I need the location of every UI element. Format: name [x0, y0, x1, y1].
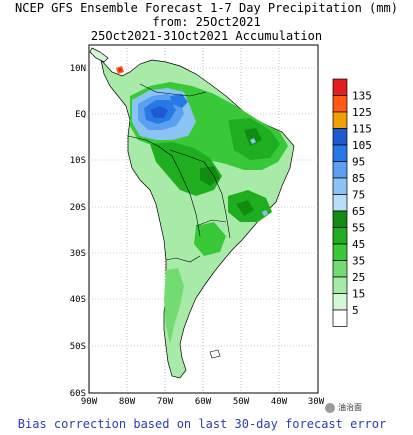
legend-swatch: [332, 293, 348, 311]
amazon-heavy-rain-west: [150, 142, 222, 196]
legend-label: 125: [352, 106, 372, 119]
lon-label: 50W: [233, 397, 250, 407]
legend-label: 85: [352, 172, 365, 185]
legend-swatch: [332, 227, 348, 245]
light-blue-speck-1: [250, 138, 256, 144]
title-line-2: from: 25Oct2021: [152, 15, 261, 29]
legend-swatch: [332, 243, 348, 261]
legend-colorbar: 135 125 115 105 95 85 75 65 55 45 35 25 15 5: [332, 78, 372, 327]
watermark: 油治面: [325, 402, 362, 413]
legend-swatch: [332, 194, 348, 212]
title-line-3: 25Oct2021-31Oct2021 Accumulation: [90, 29, 323, 43]
longitude-labels: 90W 80W 70W 60W 50W 40W 30W: [81, 397, 325, 407]
western-amazon-rain-dark-blue: [150, 106, 168, 118]
legend-label: 55: [352, 222, 365, 235]
country-borders: [127, 83, 231, 263]
legend-label: 115: [352, 123, 372, 136]
western-amazon-rain-blue-2: [170, 94, 188, 108]
legend-swatch: [332, 309, 348, 327]
latitude-labels: 10N EQ 10S 20S 30S 40S 50S 60S: [70, 64, 86, 399]
legend-swatch: [332, 260, 348, 278]
lat-label: 30S: [70, 249, 86, 259]
patagonia-light-rain: [164, 268, 184, 344]
lon-label: 60W: [195, 397, 212, 407]
title-line-1: NCEP GFS Ensemble Forecast 1-7 Day Preci…: [15, 1, 398, 15]
legend-swatch: [332, 210, 348, 228]
legend-label: 15: [352, 288, 365, 301]
legend-label: 75: [352, 189, 365, 202]
lat-label: EQ: [75, 110, 86, 120]
lat-label: 40S: [70, 295, 86, 305]
central-america: [89, 47, 109, 63]
darkest-green-spot-2: [244, 128, 262, 146]
legend-label: 105: [352, 139, 372, 152]
lon-label: 90W: [81, 397, 98, 407]
lon-label: 70W: [157, 397, 174, 407]
lat-label: 10N: [70, 64, 86, 74]
colombia-coast-hotspot-core: [118, 68, 122, 72]
legend-label: 45: [352, 238, 365, 251]
lat-label: 60S: [70, 389, 86, 399]
lat-label: 50S: [70, 342, 86, 352]
lon-label: 30W: [308, 397, 325, 407]
lon-label: 80W: [119, 397, 136, 407]
footer-note: Bias correction based on last 30-day for…: [17, 417, 387, 431]
legend-swatch: [332, 111, 348, 129]
legend-label: 5: [352, 304, 359, 317]
legend-label: 135: [352, 90, 372, 103]
lat-label: 10S: [70, 156, 86, 166]
legend-swatch: [332, 161, 348, 179]
river-plate-rain: [194, 222, 226, 256]
legend-swatch: [332, 78, 348, 96]
legend-label: 25: [352, 271, 365, 284]
falkland-islands: [209, 349, 221, 359]
lon-label: 40W: [271, 397, 288, 407]
legend-label: 95: [352, 156, 365, 169]
south-america: [89, 47, 295, 379]
legend-swatch: [332, 276, 348, 294]
watermark-icon: [325, 402, 335, 413]
legend-swatch: [332, 144, 348, 162]
legend-swatch: [332, 177, 348, 195]
darkest-green-spot-1: [200, 166, 220, 186]
darkest-green-spot-3: [236, 200, 254, 216]
legend-label: 35: [352, 255, 365, 268]
legend-swatch: [332, 128, 348, 146]
watermark-text: 油治面: [338, 403, 362, 412]
light-blue-speck-2: [262, 210, 268, 216]
legend-swatch: [332, 95, 348, 113]
lat-label: 20S: [70, 203, 86, 213]
legend-label: 65: [352, 205, 365, 218]
